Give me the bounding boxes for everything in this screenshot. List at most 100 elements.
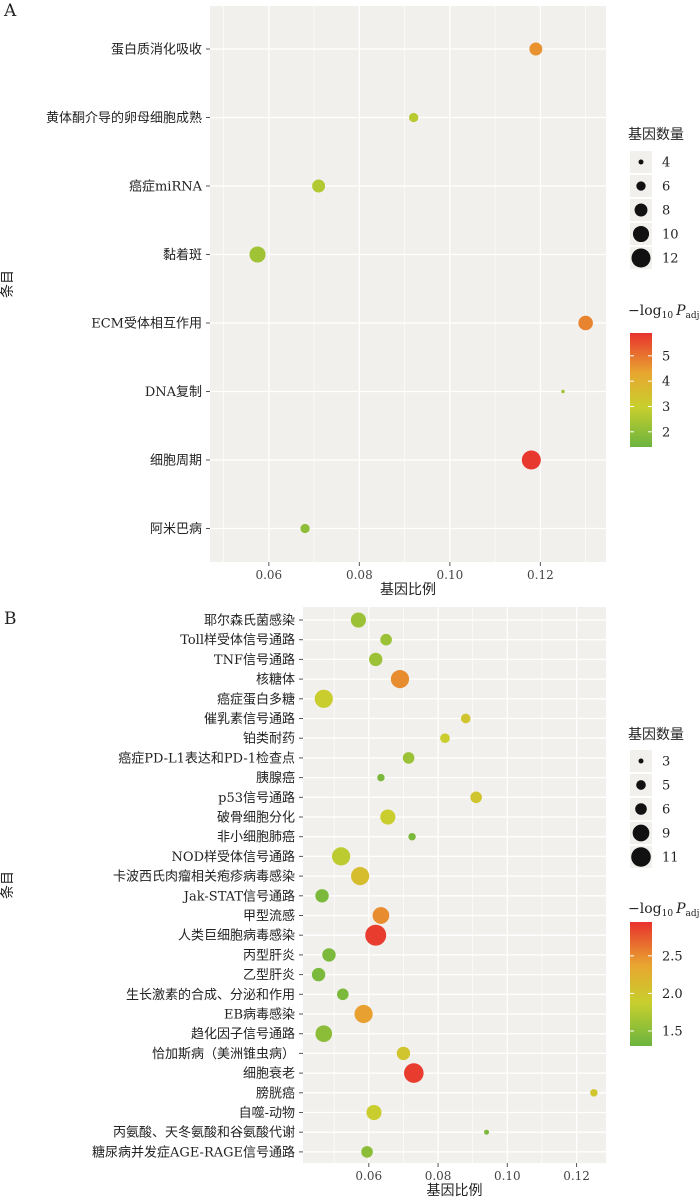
- y-tick-label: 蛋白质消化吸收: [111, 42, 202, 58]
- x-axis-title: 基因比例: [427, 1182, 483, 1198]
- color-legend-title-part: P: [675, 901, 686, 917]
- color-legend-title-part: adj: [685, 909, 699, 919]
- data-point: [315, 889, 329, 903]
- data-point: [390, 670, 410, 689]
- data-point: [578, 315, 593, 331]
- size-legend-label: 3: [662, 755, 670, 770]
- size-legend-label: 4: [662, 156, 670, 171]
- size-legend-dot: [632, 225, 650, 243]
- y-tick-label: 人类巨细胞病毒感染: [178, 928, 295, 944]
- x-tick-label: 0.12: [527, 568, 554, 582]
- color-legend-bar: [630, 333, 652, 447]
- size-legend-dot: [634, 203, 648, 217]
- x-tick-label: 0.06: [355, 1169, 382, 1183]
- size-legend: 基因数量 3 5 6 9 11: [628, 726, 684, 868]
- data-point: [369, 652, 383, 667]
- data-point: [460, 713, 471, 724]
- data-point: [351, 867, 370, 886]
- y-tick-label: 黄体酮介导的卵母细胞成熟: [46, 110, 202, 126]
- y-tick-label: 胰腺癌: [256, 770, 295, 786]
- data-point: [354, 1004, 373, 1024]
- size-legend-label: 5: [662, 779, 670, 794]
- y-tick-label: 核糖体: [256, 672, 295, 688]
- data-point: [470, 791, 482, 804]
- y-tick-label: NOD样受体信号通路: [172, 849, 295, 865]
- y-tick-label: 甲型流感: [243, 908, 295, 924]
- size-legend-dot: [631, 248, 651, 268]
- data-point: [484, 1129, 490, 1135]
- x-tick-label: 0.06: [255, 568, 282, 582]
- panel-letter: B: [4, 609, 17, 629]
- data-point: [311, 967, 326, 982]
- y-tick-label: 癌症miRNA: [129, 179, 203, 195]
- size-legend-dot: [636, 181, 646, 191]
- y-tick-label: 癌症蛋白多糖: [217, 691, 295, 707]
- data-point: [314, 689, 333, 708]
- data-point: [440, 733, 450, 744]
- y-tick-label: ECM受体相互作用: [91, 317, 202, 332]
- y-tick-label: 细胞衰老: [243, 1066, 295, 1082]
- color-legend: −log10 Padj 1.5 2.0 2.5: [628, 901, 699, 1046]
- data-point: [590, 1089, 598, 1097]
- y-tick-label: 黏着斑: [163, 247, 202, 263]
- size-legend-dot: [636, 780, 646, 790]
- color-legend-label: 2.5: [662, 949, 683, 964]
- color-legend-title-part: −log: [628, 901, 662, 917]
- y-tick-label: 细胞周期: [150, 454, 202, 469]
- data-point: [377, 773, 385, 782]
- color-legend: −log10 Padj 2 3 4 5: [628, 303, 699, 447]
- y-tick-label: DNA复制: [145, 385, 202, 400]
- color-legend-title-part: P: [675, 303, 686, 319]
- size-legend-label: 8: [662, 204, 670, 219]
- size-legend-dot: [638, 758, 644, 764]
- size-legend-title: 基因数量: [628, 126, 684, 143]
- data-point: [380, 809, 396, 825]
- data-point: [350, 612, 366, 628]
- x-tick-label: 0.10: [494, 1169, 521, 1183]
- data-point: [404, 1063, 424, 1083]
- y-tick-label: TNF信号通路: [214, 652, 295, 668]
- size-legend-title: 基因数量: [628, 726, 684, 743]
- y-tick-label: 耶尔森氏菌感染: [204, 613, 295, 629]
- y-tick-label: 糖尿病并发症AGE-RAGE信号通路: [92, 1144, 295, 1160]
- y-tick-label: Jak-STAT信号通路: [182, 888, 295, 904]
- color-legend-bar: [630, 922, 652, 1046]
- color-legend-label: 5: [662, 349, 670, 364]
- data-point: [322, 948, 336, 962]
- y-tick-label: 破骨细胞分化: [217, 811, 295, 826]
- x-tick-label: 0.08: [346, 568, 373, 582]
- data-point: [561, 389, 565, 394]
- color-legend-label: 2.0: [662, 987, 683, 1002]
- data-point: [409, 112, 419, 123]
- y-tick-label: 生长激素的合成、分泌和作用: [126, 987, 295, 1003]
- size-legend-label: 9: [662, 827, 670, 842]
- y-tick-label: 癌症PD-L1表达和PD-1检查点: [118, 750, 295, 766]
- color-legend-label: 4: [662, 375, 670, 390]
- size-legend-label: 10: [662, 228, 679, 243]
- color-legend-title-part: 10: [662, 311, 674, 321]
- size-legend-label: 6: [662, 180, 670, 195]
- y-tick-label: 膀胱癌: [256, 1085, 295, 1101]
- y-tick-label: 丙氨酸、天冬氨酸和谷氨酸代谢: [113, 1125, 295, 1141]
- data-point: [300, 523, 310, 534]
- plot-background: [303, 607, 606, 1163]
- data-point: [380, 633, 392, 646]
- y-tick-label: EB病毒感染: [224, 1007, 295, 1023]
- data-point: [315, 1025, 333, 1043]
- size-legend-label: 11: [662, 851, 679, 866]
- y-tick-label: 恰加斯病（美洲锥虫病）: [152, 1047, 295, 1062]
- y-tick-label: 非小细胞肺癌: [217, 829, 295, 845]
- data-point: [332, 847, 351, 866]
- y-axis-title: 条目: [0, 270, 16, 298]
- data-point: [249, 246, 266, 263]
- data-point: [521, 450, 541, 470]
- data-point: [312, 179, 326, 193]
- data-point: [529, 42, 543, 56]
- color-legend-title-part: adj: [685, 311, 699, 321]
- y-axis-title: 条目: [0, 871, 16, 899]
- x-tick-label: 0.12: [563, 1169, 590, 1183]
- data-point: [366, 1104, 382, 1121]
- y-tick-label: 铂类耐药: [243, 731, 295, 747]
